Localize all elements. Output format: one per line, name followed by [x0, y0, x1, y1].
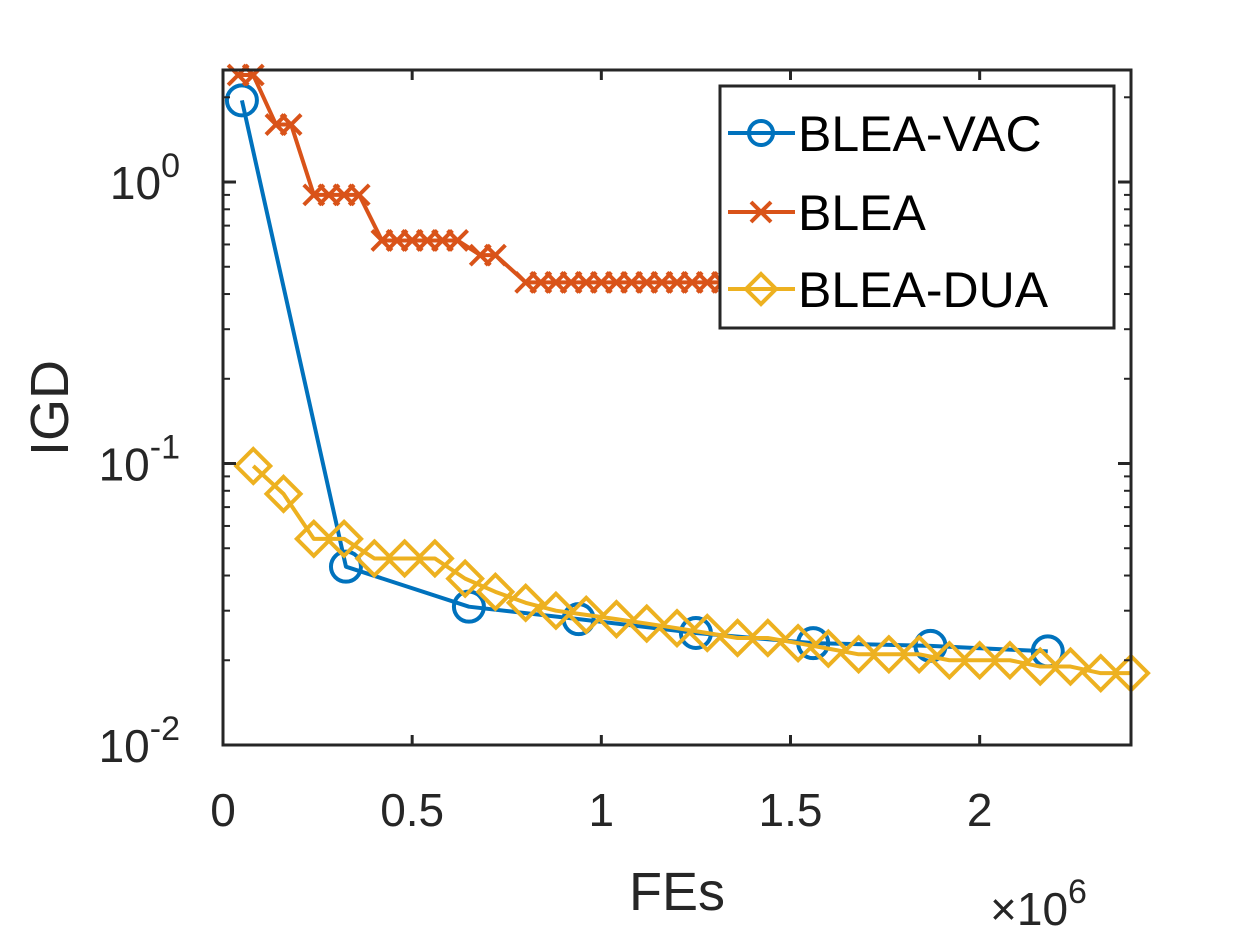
- y-tick-label-base: 10: [99, 439, 150, 491]
- data-point: [596, 599, 637, 639]
- data-point: [293, 519, 334, 559]
- y-tick-label-exponent: -1: [150, 429, 180, 467]
- data-point: [657, 608, 697, 649]
- x-multiplier-exponent: 6: [1068, 873, 1087, 911]
- data-point: [1050, 646, 1091, 687]
- legend-item-blea: BLEA: [728, 185, 927, 241]
- x-axis-title: FEs: [629, 862, 725, 922]
- legend-item-blea-vac: BLEA-VAC: [728, 106, 1042, 162]
- data-point: [415, 538, 455, 579]
- data-point: [626, 603, 667, 644]
- data-point: [384, 538, 425, 579]
- data-point: [808, 628, 849, 669]
- data-point: [747, 618, 788, 658]
- x-multiplier-label: ×106: [990, 873, 1087, 935]
- data-point: [224, 83, 259, 118]
- data-point: [959, 640, 1000, 681]
- legend-marker-blea-dua: [743, 271, 779, 307]
- x-tick-label: 0.5: [380, 784, 444, 836]
- y-axis-title: IGD: [20, 360, 80, 456]
- plot-area-border: [221, 68, 1133, 747]
- y-tick-label: 10-1: [99, 429, 180, 491]
- legend-marker-blea: [749, 200, 773, 224]
- y-tick-label-exponent: -2: [150, 710, 180, 748]
- x-tick-label: 2: [967, 784, 993, 836]
- data-point: [483, 243, 507, 267]
- data-point: [446, 229, 469, 252]
- x-multiplier-base: ×10: [990, 883, 1068, 935]
- data-point: [778, 623, 818, 664]
- data-point: [869, 634, 909, 675]
- legend-marker-blea-vac: [747, 119, 775, 147]
- data-point: [475, 572, 516, 612]
- legend: BLEA-VAC BLEA BLEA-DUA: [718, 84, 1116, 330]
- legend-label-blea: BLEA: [798, 185, 927, 241]
- y-tick-label-base: 10: [99, 720, 150, 772]
- data-point: [241, 63, 265, 87]
- data-point: [324, 519, 364, 559]
- data-point: [536, 590, 576, 631]
- data-point: [505, 582, 546, 623]
- y-tick-label: 100: [110, 147, 180, 209]
- data-point: [566, 595, 607, 635]
- data-point: [354, 538, 395, 579]
- data-point: [347, 183, 371, 207]
- legend-label-blea-dua: BLEA-DUA: [798, 262, 1049, 318]
- data-point: [279, 113, 303, 136]
- legend-label-blea-vac: BLEA-VAC: [798, 106, 1042, 162]
- series-blea-dua: [233, 446, 1151, 693]
- y-tick-label: 10-2: [99, 710, 180, 772]
- x-tick-label: 0: [210, 784, 236, 836]
- data-point: [899, 634, 939, 675]
- y-tick-label-exponent: 0: [161, 147, 180, 185]
- x-tick-label: 1: [589, 784, 615, 836]
- y-tick-label-base: 10: [110, 157, 161, 209]
- data-point: [838, 634, 879, 675]
- data-point: [1020, 646, 1061, 687]
- data-point: [263, 474, 304, 514]
- data-point: [445, 558, 485, 599]
- data-point: [717, 618, 758, 658]
- data-point: [233, 446, 274, 486]
- data-point: [990, 640, 1030, 681]
- x-tick-label: 1.5: [759, 784, 823, 836]
- legend-item-blea-dua: BLEA-DUA: [728, 262, 1049, 318]
- data-point: [687, 613, 728, 653]
- data-point: [1080, 653, 1121, 693]
- data-point: [929, 640, 970, 681]
